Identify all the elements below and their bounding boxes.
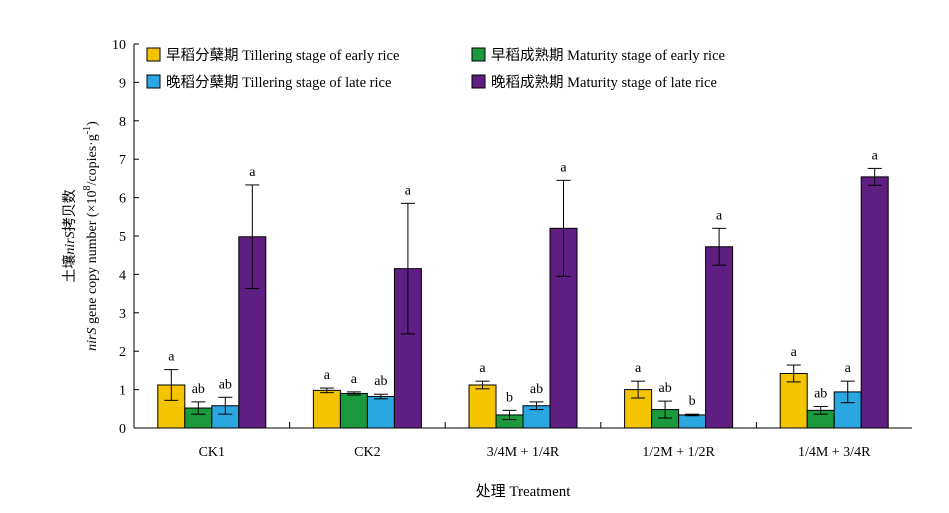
- legend-swatch: [146, 74, 161, 89]
- bar: [339, 392, 368, 429]
- y-tick-label: 10: [112, 38, 126, 53]
- legend-swatch: [471, 47, 486, 62]
- significance-label: a: [479, 361, 486, 376]
- significance-label: a: [405, 183, 412, 198]
- x-tick-label: 1/4M + 3/4R: [798, 445, 871, 460]
- significance-label: ab: [530, 382, 543, 397]
- significance-label: a: [716, 208, 723, 223]
- y-tick-label: 3: [119, 307, 126, 322]
- x-tick-label: CK2: [354, 445, 380, 460]
- significance-label: a: [845, 361, 852, 376]
- x-tick-label: CK1: [199, 445, 225, 460]
- y-axis-label-cn-italic: nirS: [63, 231, 78, 254]
- bar: [312, 389, 341, 429]
- significance-label: a: [168, 350, 175, 365]
- significance-label: ab: [374, 374, 387, 389]
- legend-label: 早稻分蘖期 Tillering stage of early rice: [166, 47, 399, 64]
- y-tick-label: 4: [119, 268, 126, 283]
- bar: [705, 246, 734, 429]
- y-axis-label-cn-suffix: 拷贝数: [62, 189, 78, 231]
- y-tick-label: 0: [119, 422, 126, 437]
- y-tick-label: 2: [119, 345, 126, 360]
- significance-label: ab: [219, 377, 232, 392]
- y-axis-label-cn: 土壤nirS拷贝数: [61, 189, 78, 282]
- y-axis-label-cn-prefix: 土壤: [61, 255, 78, 283]
- significance-label: b: [689, 394, 696, 409]
- bar: [678, 414, 707, 429]
- legend-swatch: [146, 47, 161, 62]
- significance-label: a: [351, 372, 358, 387]
- x-tick-label: 3/4M + 1/4R: [487, 445, 560, 460]
- significance-label: ab: [192, 382, 205, 397]
- x-tick-label: 1/2M + 1/2R: [642, 445, 715, 460]
- significance-label: a: [872, 148, 879, 163]
- significance-label: ab: [814, 386, 827, 401]
- significance-label: a: [249, 165, 256, 180]
- legend-label: 晚稻分蘖期 Tillering stage of late rice: [166, 74, 391, 91]
- bar: [779, 372, 808, 429]
- y-tick-label: 5: [119, 230, 126, 245]
- y-axis-label-en-end: ): [85, 121, 100, 126]
- bar: [468, 384, 497, 429]
- significance-label: a: [635, 361, 642, 376]
- bar: [366, 396, 395, 429]
- significance-label: a: [560, 160, 567, 175]
- x-axis-label: 处理 Treatment: [476, 483, 572, 500]
- y-axis-label-en-main: gene copy number (×10: [85, 191, 100, 328]
- legend: 早稻分蘖期 Tillering stage of early rice 早稻成熟期…: [146, 47, 725, 91]
- significance-label: a: [324, 368, 331, 383]
- y-axis-label-en: nirS gene copy number (×108/copies·g-1): [82, 121, 100, 351]
- y-axis-label-en-italic: nirS: [85, 327, 100, 350]
- axes: 0 1 2 3 4 5 6 7 8 9 10 CK1 CK2 3/4M + 1/4R 1/2M + 1/2R…: [112, 38, 912, 460]
- y-tick-label: 7: [119, 153, 126, 168]
- bar: [860, 176, 889, 429]
- y-axis-label-en-sup2: -1: [82, 126, 93, 134]
- significance-label: ab: [658, 381, 671, 396]
- significance-label: a: [791, 345, 798, 360]
- y-axis-label-en-mid: /copies·g: [85, 134, 100, 185]
- legend-label: 早稻成熟期 Maturity stage of early rice: [491, 47, 725, 64]
- y-tick-label: 8: [119, 115, 126, 130]
- y-axis-label-en-sup1: 8: [82, 186, 93, 191]
- y-tick-label: 1: [119, 384, 126, 399]
- significance-label: b: [506, 390, 513, 405]
- legend-label: 晚稻成熟期 Maturity stage of late rice: [491, 74, 717, 91]
- y-tick-label: 9: [119, 76, 126, 91]
- legend-swatch: [471, 74, 486, 89]
- y-tick-label: 6: [119, 192, 126, 207]
